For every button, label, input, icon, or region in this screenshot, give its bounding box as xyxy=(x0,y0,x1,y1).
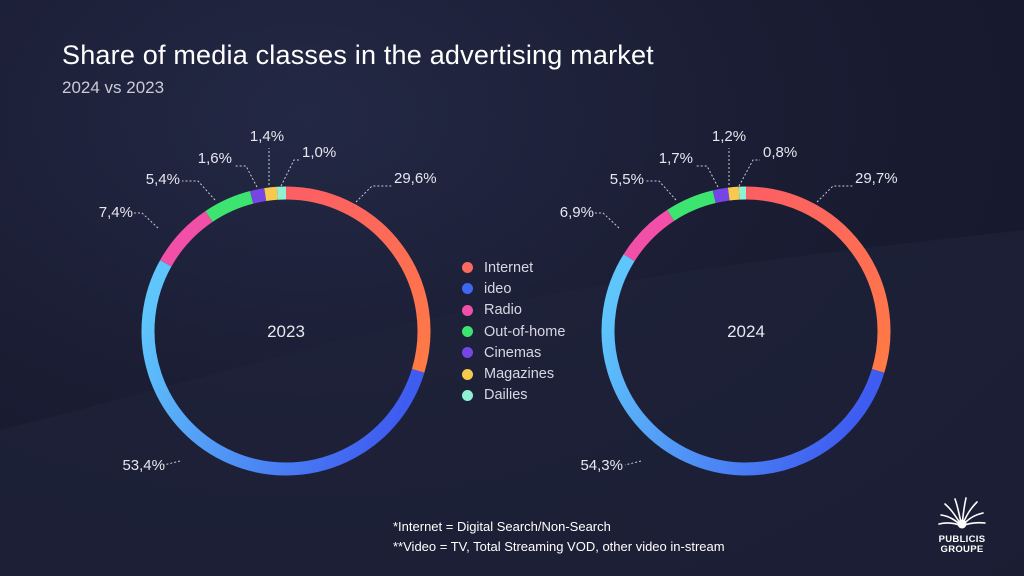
leader-line xyxy=(280,159,300,187)
logo-text-line2: GROUPE xyxy=(940,544,984,555)
donut-slice-radio xyxy=(160,211,213,267)
leader-line xyxy=(182,180,216,201)
data-label-out-of-home: 5,5% xyxy=(610,171,644,188)
legend-swatch xyxy=(462,326,473,338)
data-label-cinemas: 1,6% xyxy=(198,150,232,167)
logo-text-line1: PUBLICIS xyxy=(938,534,986,545)
legend-swatch xyxy=(462,304,473,316)
leader-line xyxy=(234,165,258,188)
data-label-out-of-home: 5,4% xyxy=(146,171,180,188)
data-label-radio: 7,4% xyxy=(99,204,133,221)
data-label-dailies: 1,0% xyxy=(302,144,336,161)
donut-slice-ideo xyxy=(601,254,885,476)
page-subtitle: 2024 vs 2023 xyxy=(62,78,165,97)
leader-line xyxy=(695,165,719,188)
legend-label: Magazines xyxy=(484,366,555,383)
donut-slice-internet xyxy=(285,186,431,373)
legend-label: Out-of-home xyxy=(484,323,566,340)
data-label-cinemas: 1,7% xyxy=(659,150,693,167)
legend-swatch xyxy=(462,368,473,380)
donut-slice-ideo xyxy=(141,260,425,476)
data-label-ideo: 54,3% xyxy=(580,457,623,474)
legend-label: Dailies xyxy=(484,387,528,404)
legend-label: Internet xyxy=(484,259,534,276)
donut-center-label: 2023 xyxy=(267,322,305,341)
data-label-internet: 29,6% xyxy=(394,170,437,187)
donut-slice-radio xyxy=(623,209,675,262)
leader-line xyxy=(816,185,853,203)
page-title: Share of media classes in the advertisin… xyxy=(62,40,654,70)
donut-slice-cinemas xyxy=(712,187,730,204)
donut-slice-magazines xyxy=(264,186,278,202)
footnote-video: **Video = TV, Total Streaming VOD, other… xyxy=(393,539,725,554)
legend-item-out-of-home: Out-of-home xyxy=(462,321,565,342)
leader-line xyxy=(624,460,642,466)
leader-line xyxy=(355,185,392,203)
legend-item-internet: Internet xyxy=(462,257,565,278)
data-label-internet: 29,7% xyxy=(855,170,898,187)
lion-mane-icon xyxy=(938,497,986,529)
legend-item-radio: Radio xyxy=(462,300,565,321)
donut-chart-2024: 29,7% 54,3% 6,9% 5,5% 1,7% 1,2% 0,8% 2024 xyxy=(560,128,898,476)
legend-label: Radio xyxy=(484,302,522,319)
legend-label: Cinemas xyxy=(484,344,542,361)
donut-chart-2023: 29,6% 53,4% 7,4% 5,4% 1,6% 1,4% 1,0% 2023 xyxy=(99,128,437,476)
legend-item-dailies: Dailies xyxy=(462,385,565,406)
data-label-ideo: 53,4% xyxy=(122,457,165,474)
data-label-radio: 6,9% xyxy=(560,204,594,221)
data-label-magazines: 1,4% xyxy=(250,128,284,145)
chart-legend: Internet ideo Radio Out-of-home Cinemas Magaz… xyxy=(462,257,565,406)
data-label-magazines: 1,2% xyxy=(712,128,746,145)
donut-slice-cinemas xyxy=(249,188,267,204)
legend-swatch xyxy=(462,389,473,401)
data-label-dailies: 0,8% xyxy=(763,144,797,161)
legend-swatch xyxy=(462,283,473,295)
donut-slice-out-of-home xyxy=(205,191,254,222)
legend-item-cinemas: Cinemas xyxy=(462,342,565,363)
donut-slice-internet xyxy=(745,186,891,373)
donut-slice-magazines xyxy=(727,186,740,201)
leader-line xyxy=(646,180,677,201)
legend-item-magazines: Magazines xyxy=(462,363,565,384)
donut-center-label: 2024 xyxy=(727,322,765,341)
leader-line xyxy=(738,159,760,187)
donut-slice-out-of-home xyxy=(667,190,716,221)
legend-swatch xyxy=(462,262,473,274)
publicis-groupe-logo: PUBLICIS GROUPE xyxy=(930,496,994,560)
footnotes: *Internet = Digital Search/Non-Search **… xyxy=(393,517,725,557)
footnote-internet: *Internet = Digital Search/Non-Search xyxy=(393,519,611,534)
leader-line xyxy=(134,212,159,229)
leader-line xyxy=(595,212,620,229)
legend-item-ideo: ideo xyxy=(462,278,565,299)
leader-line xyxy=(163,460,181,466)
legend-swatch xyxy=(462,347,473,359)
legend-label: ideo xyxy=(484,280,512,297)
